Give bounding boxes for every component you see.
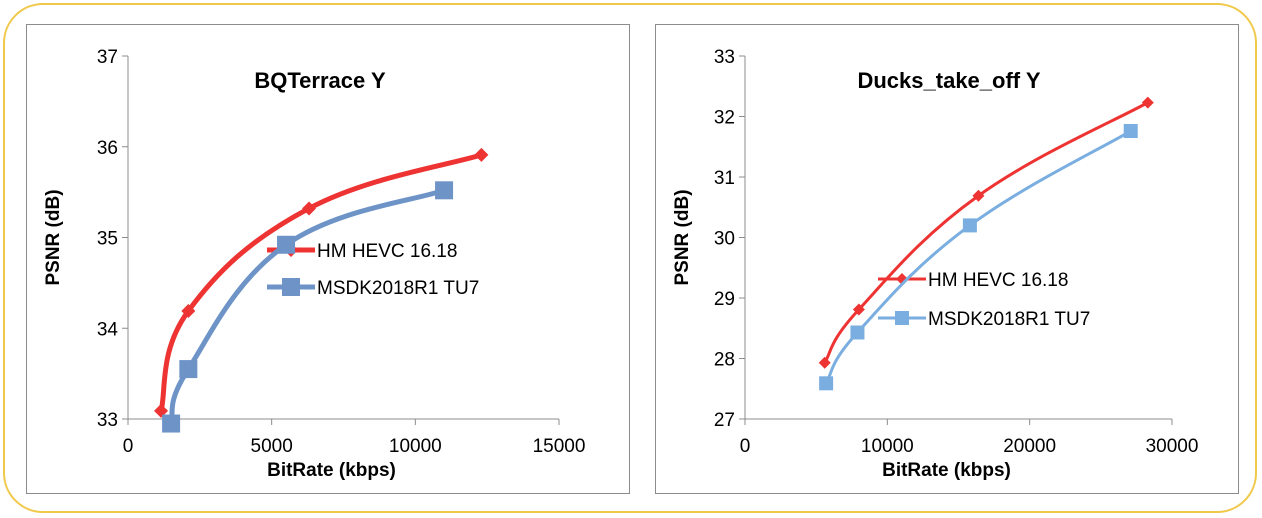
- x-axis-label: BitRate (kbps): [267, 460, 396, 481]
- data-point: [179, 360, 198, 379]
- x-tick-label: 30000: [1146, 436, 1199, 457]
- x-tick-label: 10000: [861, 436, 914, 457]
- chart-bqterrace: 33 34 35 36 37 0 5000 10000 15000 BQTerrace Y BitR…: [43, 47, 586, 481]
- chart-panel-ducks: 27 28 29 30 31 32 33 0 10000 20000 30000 Ducks_take…: [655, 24, 1239, 494]
- y-tick-label: 34: [97, 319, 119, 340]
- series-line: [158, 152, 484, 414]
- data-point: [277, 235, 296, 254]
- data-point: [1141, 96, 1154, 109]
- series-line: [168, 187, 447, 427]
- data-point: [162, 414, 181, 433]
- chart-panel-bqterrace: 33 34 35 36 37 0 5000 10000 15000 BQTerrace Y BitR…: [26, 24, 630, 494]
- series-1: [818, 96, 1154, 369]
- y-tick-label: 30: [714, 229, 735, 250]
- y-tick-label: 31: [714, 168, 735, 189]
- data-point: [181, 304, 196, 319]
- series-1: [154, 147, 489, 418]
- series-2: [162, 181, 454, 433]
- y-tick-label: 33: [714, 47, 735, 68]
- y-tick-label: 27: [714, 410, 735, 431]
- chart-title: Ducks_take_off Y: [857, 68, 1040, 93]
- data-point: [819, 376, 834, 391]
- data-point: [850, 325, 865, 340]
- legend-label: MSDK2018R1 TU7: [317, 278, 479, 299]
- legend-swatch-marker: [282, 278, 300, 296]
- data-point: [435, 181, 454, 200]
- chart-title: BQTerrace Y: [254, 68, 386, 93]
- data-point: [852, 303, 865, 316]
- data-point: [302, 201, 317, 216]
- x-tick-label: 15000: [533, 436, 586, 457]
- series-line: [823, 101, 1150, 365]
- data-point: [962, 218, 977, 233]
- data-point: [154, 403, 169, 418]
- y-tick-label: 32: [714, 108, 735, 129]
- y-axis-label: PSNR (dB): [43, 189, 64, 285]
- y-tick-label: 35: [97, 229, 118, 250]
- x-tick-label: 5000: [251, 436, 293, 457]
- data-point: [1123, 124, 1138, 139]
- y-tick-label: 29: [714, 289, 735, 310]
- series-2: [819, 124, 1138, 391]
- x-tick-label: 10000: [389, 436, 442, 457]
- x-axis-label: BitRate (kbps): [882, 460, 1011, 481]
- y-axis-label: PSNR (dB): [672, 189, 693, 285]
- y-tick-label: 37: [97, 47, 118, 68]
- data-point: [972, 189, 985, 202]
- data-point: [474, 147, 489, 162]
- data-point: [818, 356, 831, 369]
- x-tick-label: 20000: [1003, 436, 1056, 457]
- legend-label: MSDK2018R1 TU7: [928, 309, 1090, 330]
- legend-label: HM HEVC 16.18: [928, 270, 1068, 291]
- chart-ducks: 27 28 29 30 31 32 33 0 10000 20000 30000 Ducks_take…: [672, 47, 1199, 481]
- x-tick-label: 0: [123, 436, 134, 457]
- legend-swatch-marker: [895, 311, 909, 325]
- series-line: [824, 129, 1133, 385]
- y-tick-label: 36: [97, 138, 118, 159]
- x-tick-label: 0: [740, 436, 751, 457]
- y-tick-label: 33: [97, 410, 118, 431]
- legend-label: HM HEVC 16.18: [317, 241, 457, 262]
- y-tick-label: 28: [714, 350, 735, 371]
